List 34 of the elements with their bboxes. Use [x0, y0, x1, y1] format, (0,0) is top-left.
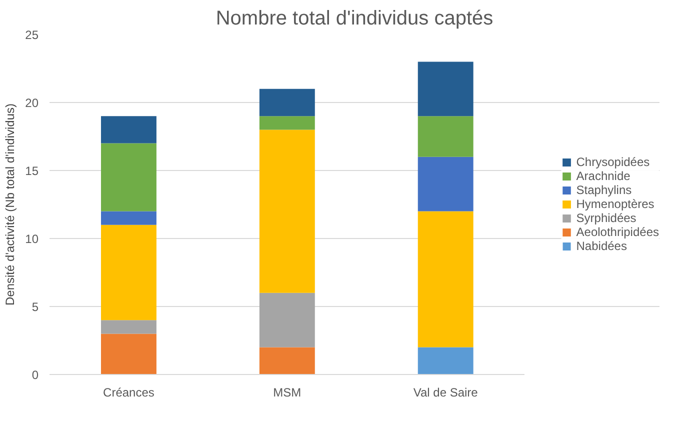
legend-label: Syrphidées: [576, 211, 636, 225]
legend-label: Chrysopidées: [576, 155, 650, 169]
x-tick-label: MSM: [273, 386, 302, 400]
x-tick-label: Val de Saire: [413, 386, 478, 400]
y-tick-label: 25: [25, 28, 39, 42]
legend-label: Arachnide: [576, 169, 630, 183]
legend-label: Aeolothripidées: [576, 225, 659, 239]
bar: [418, 62, 474, 116]
y-tick-label: 10: [25, 232, 39, 246]
y-tick-label: 20: [25, 96, 39, 110]
legend-label: Staphylins: [576, 183, 632, 197]
bar: [100, 211, 156, 225]
bar: [100, 334, 156, 374]
bar: [418, 156, 474, 212]
y-axis-title: Densité d'activité (Nb total d'individus): [3, 103, 18, 306]
bar: [418, 347, 474, 374]
bar: [100, 320, 156, 334]
legend-label: Hymenoptères: [576, 197, 654, 211]
bar: [259, 292, 315, 348]
legend-label: Nabidées: [576, 239, 627, 253]
y-tick-label: 5: [32, 300, 39, 314]
bar: [100, 116, 156, 144]
bar: [259, 116, 315, 130]
bar: [259, 88, 315, 116]
bar: [100, 143, 156, 212]
bar: [259, 130, 315, 293]
x-tick-label: Créances: [103, 386, 154, 400]
bar: [100, 224, 156, 320]
y-tick-label: 15: [25, 164, 39, 178]
bar: [259, 347, 315, 374]
y-tick-label: 0: [32, 368, 39, 382]
chart-title: Nombre total d'individus captés: [216, 8, 494, 30]
bar: [418, 211, 474, 348]
bar: [418, 116, 474, 157]
